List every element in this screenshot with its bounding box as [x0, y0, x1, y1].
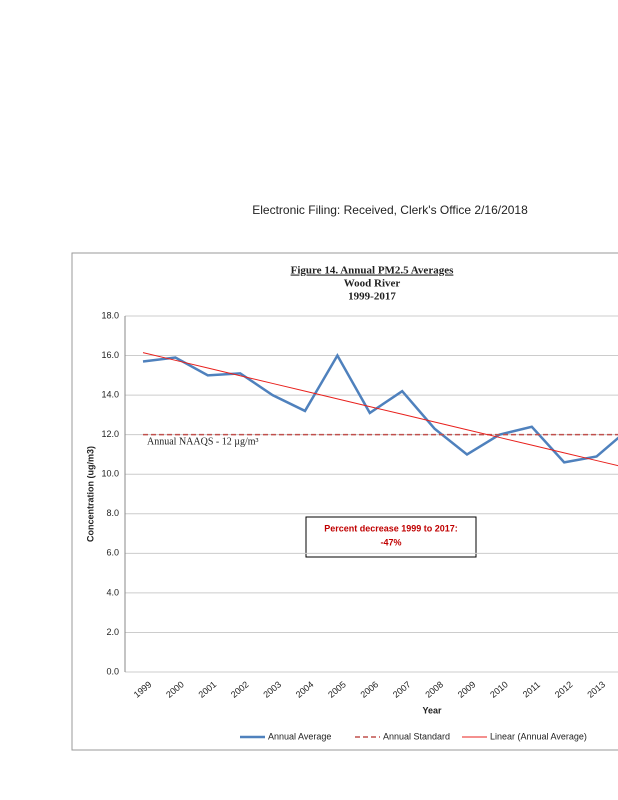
x-tick-label: 2007 [391, 679, 413, 700]
series-line [142, 353, 618, 464]
y-tick-label: 14.0 [101, 389, 119, 399]
y-tick-label: 18.0 [101, 310, 119, 320]
x-tick-label: 2005 [326, 679, 348, 700]
filing-header: Electronic Filing: Received, Clerk's Off… [252, 203, 528, 217]
y-tick-label: 0.0 [106, 666, 119, 676]
y-axis-title: Concentration (ug/m3) [85, 446, 95, 542]
x-tick-label: 2008 [423, 679, 445, 700]
chart-title: Figure 14. Annual PM2.5 Averages [291, 265, 454, 277]
x-tick-label: 2004 [294, 679, 316, 700]
note-box [305, 516, 477, 558]
x-tick-label: 2009 [456, 679, 478, 700]
x-axis-title: Year [422, 705, 442, 715]
x-tick-label: 2011 [521, 679, 542, 699]
y-tick-label: 2.0 [106, 627, 119, 637]
x-tick-label: 2001 [197, 679, 219, 700]
x-tick-label: 2012 [553, 679, 575, 700]
y-tick-label: 8.0 [106, 508, 119, 518]
chart-frame [71, 252, 618, 751]
legend-label: Annual Standard [383, 731, 450, 741]
standard-annotation: Annual NAAQS - 12 µg/m³ [147, 436, 259, 447]
y-tick-label: 16.0 [101, 350, 119, 360]
x-tick-label: 2010 [488, 679, 510, 700]
x-tick-label: 2002 [229, 679, 251, 700]
y-tick-label: 6.0 [106, 548, 119, 558]
y-tick-label: 4.0 [106, 587, 119, 597]
x-tick-label: 2000 [164, 679, 186, 700]
x-tick-label: 1999 [132, 679, 154, 700]
x-tick-label: 2013 [585, 679, 607, 700]
y-tick-label: 10.0 [101, 469, 119, 479]
legend-label: Annual Average [268, 731, 331, 741]
chart-subtitle: Wood River [344, 278, 401, 290]
note-value: -47% [380, 537, 401, 547]
y-tick-label: 12.0 [101, 429, 119, 439]
note-text: Percent decrease 1999 to 2017: [324, 523, 458, 533]
legend-label: Linear (Annual Average) [490, 731, 587, 741]
series-line [142, 352, 618, 467]
x-tick-label: 2006 [359, 679, 381, 700]
x-tick-label: 2003 [261, 679, 283, 700]
chart-years: 1999-2017 [348, 291, 396, 303]
